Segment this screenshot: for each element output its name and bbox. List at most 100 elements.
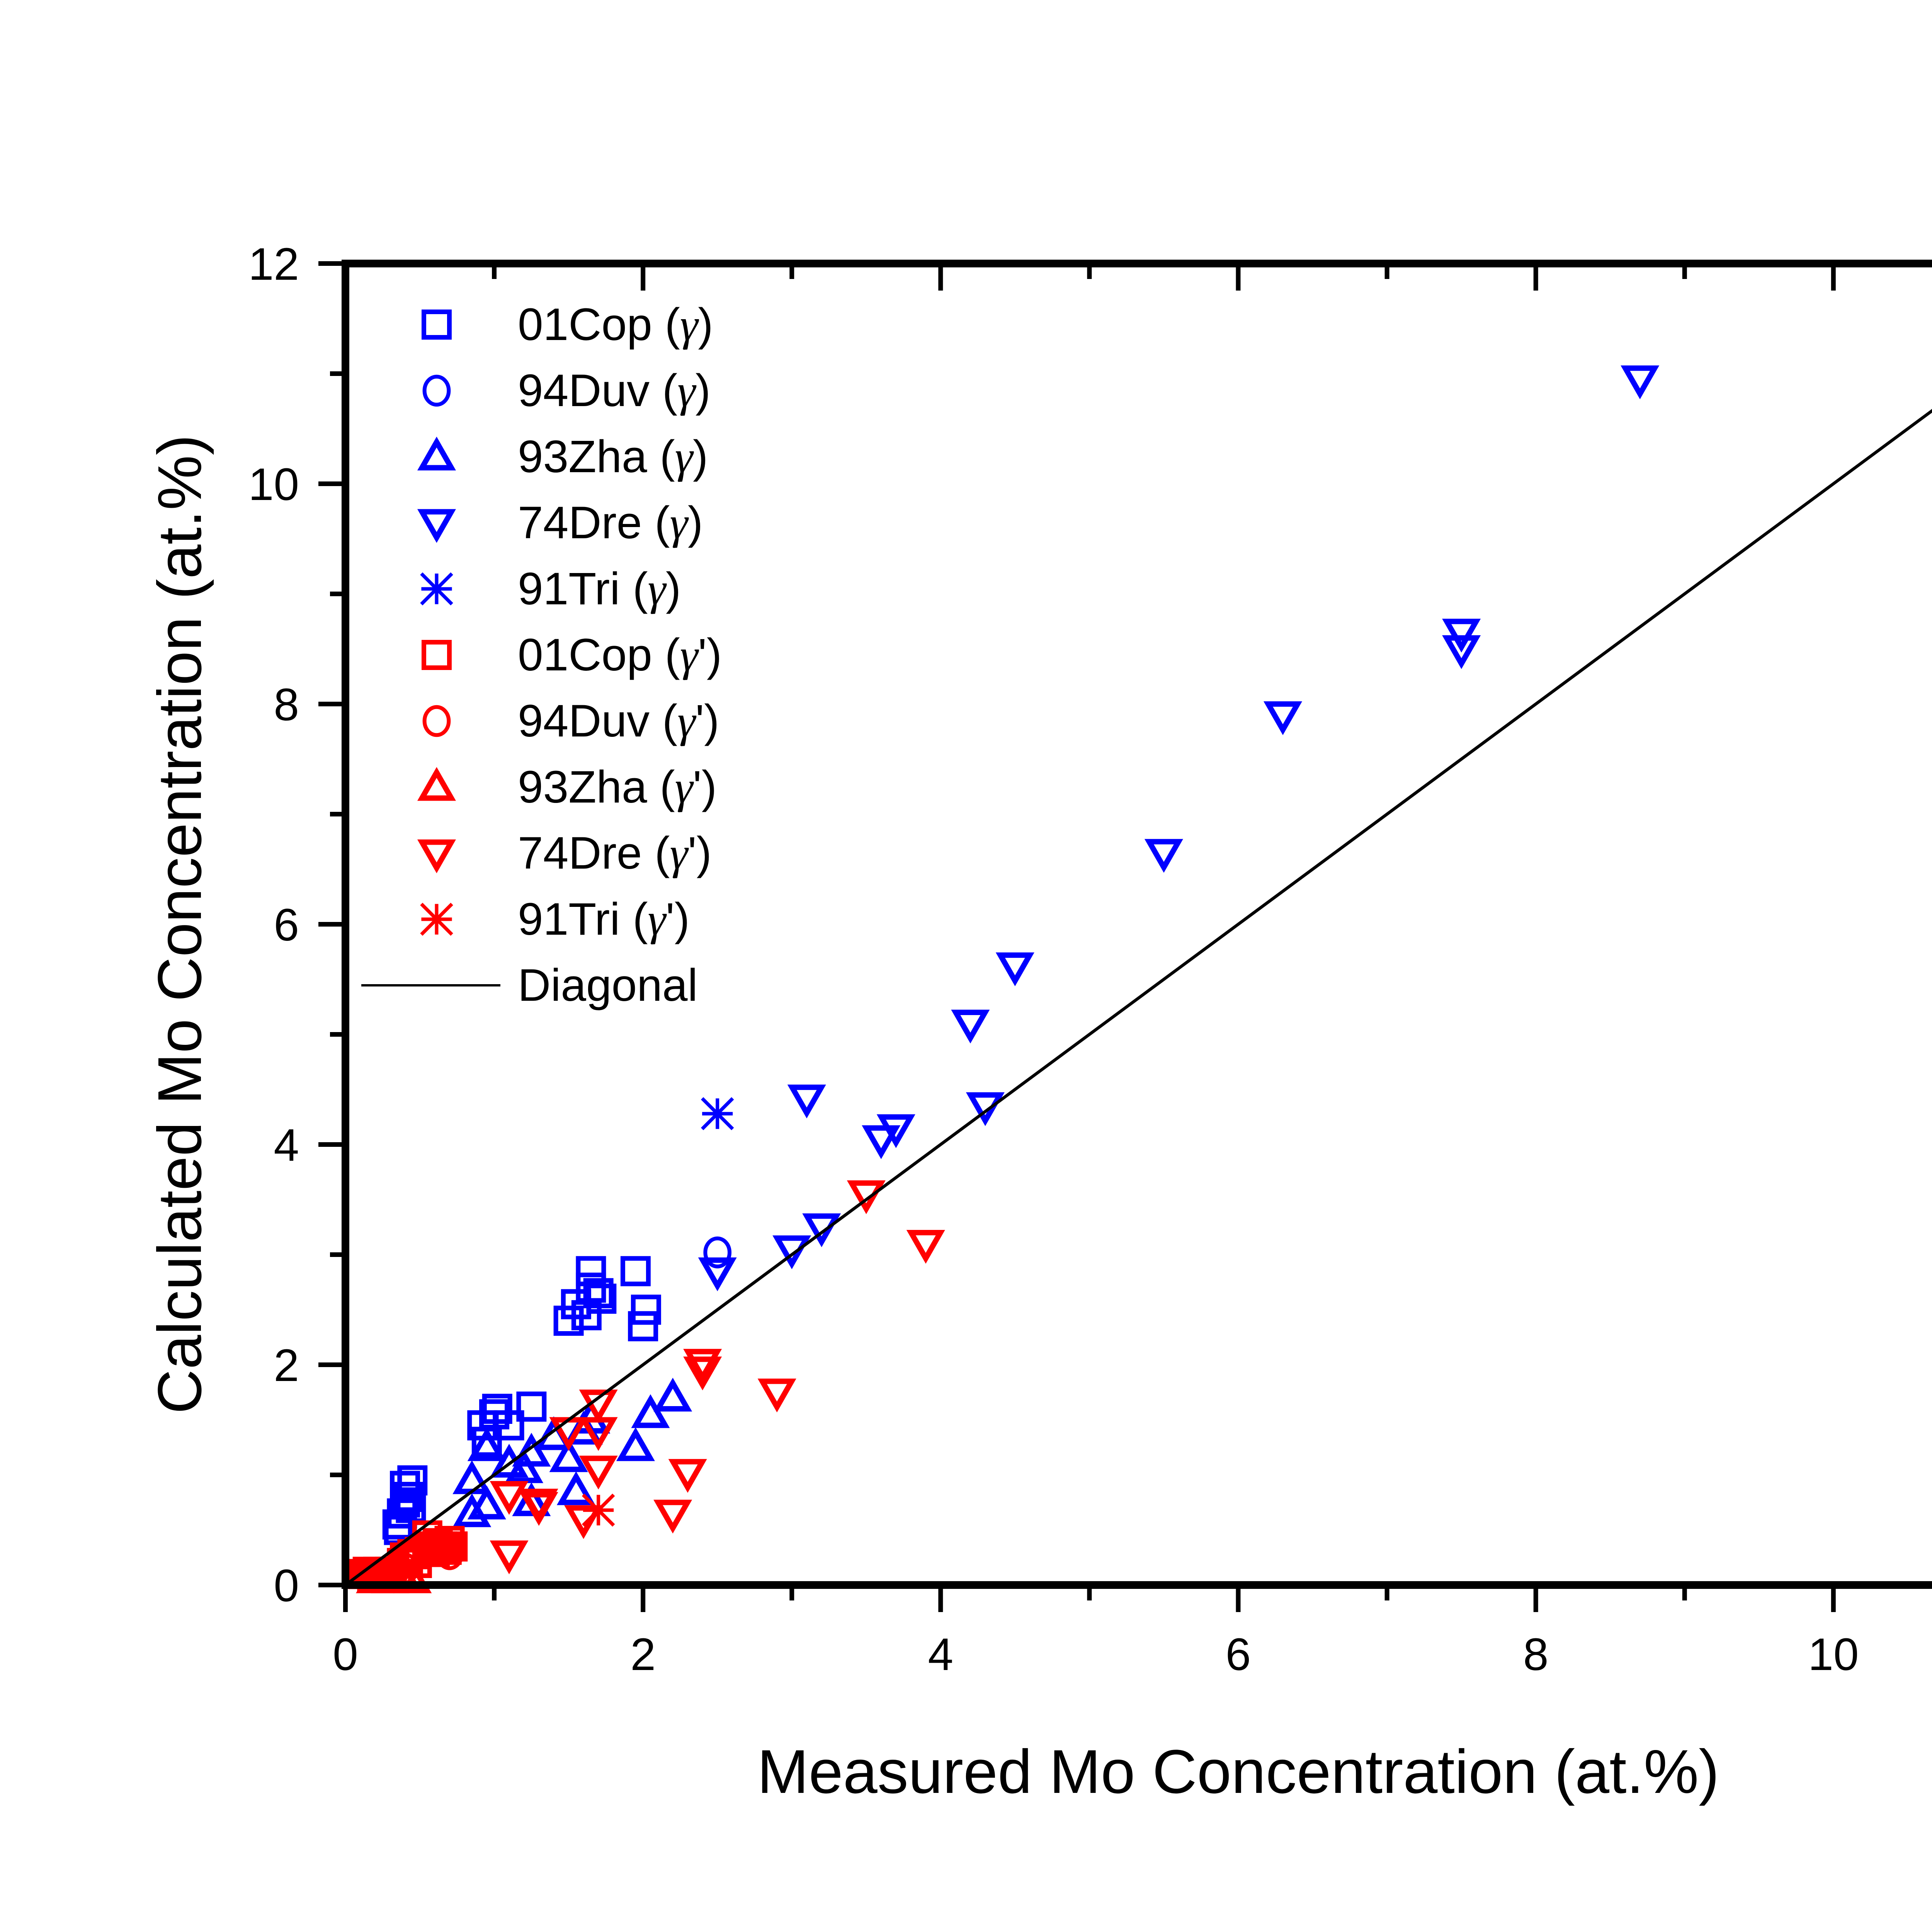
y-tick-label: 2 (274, 1340, 299, 1391)
diagonal-line (344, 409, 1932, 1587)
legend-label: 74Dre (γ') (518, 828, 712, 879)
data-point (653, 1500, 692, 1534)
y-tick-label: 6 (274, 900, 299, 951)
data-point (1621, 365, 1660, 400)
asterisk-icon (420, 572, 453, 605)
axis-ticks: 024681012024681012 (248, 239, 1859, 1680)
series-3 (698, 365, 1660, 1291)
data-point (876, 1114, 915, 1148)
data-point (906, 1230, 945, 1264)
data-point (556, 1471, 595, 1505)
x-tick-label: 10 (1808, 1629, 1859, 1680)
square-icon (422, 310, 452, 340)
data-point (631, 1294, 661, 1325)
y-axis-title: Calculated Mo Concentration (at.%) (145, 435, 214, 1414)
legend-item: 94Duv (γ') (422, 696, 719, 747)
data-point (579, 1456, 618, 1490)
triangle-up-icon (417, 767, 456, 801)
data-point (586, 1284, 617, 1314)
legend-label: 93Zha (γ') (518, 762, 717, 813)
data-point (995, 952, 1034, 986)
data-point (698, 1257, 737, 1291)
data-point (772, 1235, 811, 1269)
x-tick-label: 8 (1523, 1629, 1549, 1680)
series-1 (703, 1236, 732, 1269)
legend-label: 94Duv (γ) (518, 365, 711, 416)
x-tick-label: 4 (928, 1629, 954, 1680)
data-point (512, 1482, 551, 1516)
data-point (393, 1559, 432, 1594)
data-point (683, 1356, 722, 1391)
x-tick-label: 0 (333, 1629, 358, 1680)
legend: 01Cop (γ) 94Duv (γ) 93Zha (γ) 74Dre (γ) 91Tr… (361, 299, 722, 1011)
data-point (1144, 839, 1183, 873)
data-point (683, 1349, 722, 1383)
data-point (549, 1438, 588, 1472)
data-point (467, 1427, 506, 1461)
data-point (490, 1540, 529, 1575)
data-point (703, 1236, 732, 1269)
data-point (631, 1394, 670, 1428)
legend-item: 94Duv (γ) (422, 365, 711, 416)
square-icon (422, 640, 452, 670)
data-point (434, 1526, 465, 1556)
legend-label: 93Zha (γ) (518, 431, 708, 482)
data-point (862, 1125, 901, 1159)
data-point (467, 1485, 506, 1520)
triangle-down-icon (417, 839, 456, 874)
triangle-down-icon (417, 509, 456, 543)
data-point (701, 1097, 734, 1130)
legend-label: 01Cop (γ) (518, 299, 713, 350)
y-tick-label: 12 (248, 239, 299, 290)
data-point (371, 1559, 410, 1594)
data-point (564, 1505, 603, 1539)
series-8 (490, 1180, 945, 1575)
legend-item: Diagonal (361, 960, 698, 1011)
legend-item: 91Tri (γ) (420, 563, 681, 614)
data-point (452, 1493, 492, 1527)
circle-icon (422, 705, 451, 737)
legend-label: 91Tri (γ') (518, 894, 690, 945)
x-tick-label: 2 (630, 1629, 656, 1680)
data-point (582, 1493, 615, 1527)
y-tick-label: 8 (274, 679, 299, 730)
series-4 (701, 1097, 734, 1130)
legend-item: 74Dre (γ) (417, 497, 703, 548)
data-point (505, 1449, 544, 1483)
data-point (452, 1460, 492, 1494)
legend-item: 01Cop (γ) (422, 299, 713, 350)
data-point (516, 1391, 547, 1422)
data-point (628, 1311, 658, 1342)
asterisk-icon (420, 903, 453, 936)
y-tick-label: 10 (248, 459, 299, 510)
legend-label: 91Tri (γ) (518, 563, 681, 614)
series-0 (382, 1256, 661, 1545)
data-point (583, 1278, 614, 1308)
x-tick-label: 6 (1226, 1629, 1251, 1680)
data-point (1442, 635, 1481, 669)
data-point (787, 1084, 826, 1119)
data-point (966, 1092, 1005, 1126)
legend-item: 74Dre (γ') (417, 828, 712, 879)
data-point (553, 1306, 584, 1336)
data-marks (344, 365, 1932, 1594)
data-point (620, 1256, 651, 1286)
legend-item: 01Cop (γ') (422, 629, 722, 680)
legend-label: 01Cop (γ') (518, 629, 722, 680)
data-point (757, 1378, 796, 1413)
y-tick-label: 0 (274, 1560, 299, 1611)
x-axis-title: Measured Mo Concentration (at.%) (757, 1737, 1719, 1806)
legend-item: 93Zha (γ) (417, 431, 708, 482)
legend-item: 91Tri (γ') (420, 894, 690, 945)
legend-label: Diagonal (518, 960, 698, 1011)
data-point (490, 1481, 529, 1515)
data-point (951, 1010, 990, 1044)
data-point (668, 1459, 707, 1493)
circle-icon (422, 374, 451, 407)
data-point (396, 1493, 426, 1523)
triangle-up-icon (417, 436, 456, 471)
data-point (519, 1492, 558, 1526)
series-9 (582, 1493, 615, 1527)
y-tick-label: 4 (274, 1120, 299, 1171)
